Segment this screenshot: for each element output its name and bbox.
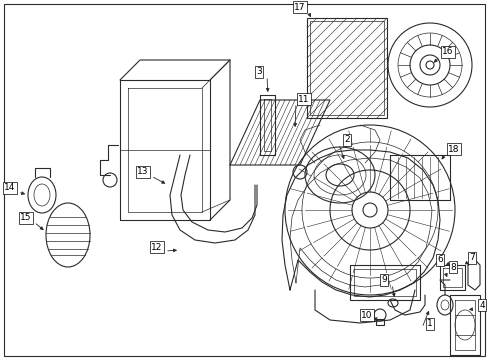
- Text: 14: 14: [4, 184, 16, 193]
- Text: 7: 7: [468, 253, 474, 262]
- Text: 10: 10: [361, 310, 372, 320]
- Text: 6: 6: [436, 256, 442, 265]
- Bar: [375, 319, 383, 325]
- Text: 16: 16: [441, 48, 453, 57]
- Bar: [306, 18, 386, 118]
- Text: 2: 2: [344, 135, 349, 144]
- Text: 18: 18: [447, 144, 459, 153]
- Text: 15: 15: [20, 213, 32, 222]
- Text: 3: 3: [256, 68, 262, 77]
- Text: 12: 12: [151, 243, 163, 252]
- Text: 13: 13: [137, 167, 148, 176]
- Text: 11: 11: [298, 94, 309, 104]
- Text: 9: 9: [380, 275, 386, 284]
- Text: 8: 8: [449, 262, 455, 271]
- Text: 4: 4: [478, 301, 484, 310]
- Text: 17: 17: [294, 3, 305, 12]
- Bar: [309, 21, 383, 115]
- Text: 1: 1: [426, 320, 432, 328]
